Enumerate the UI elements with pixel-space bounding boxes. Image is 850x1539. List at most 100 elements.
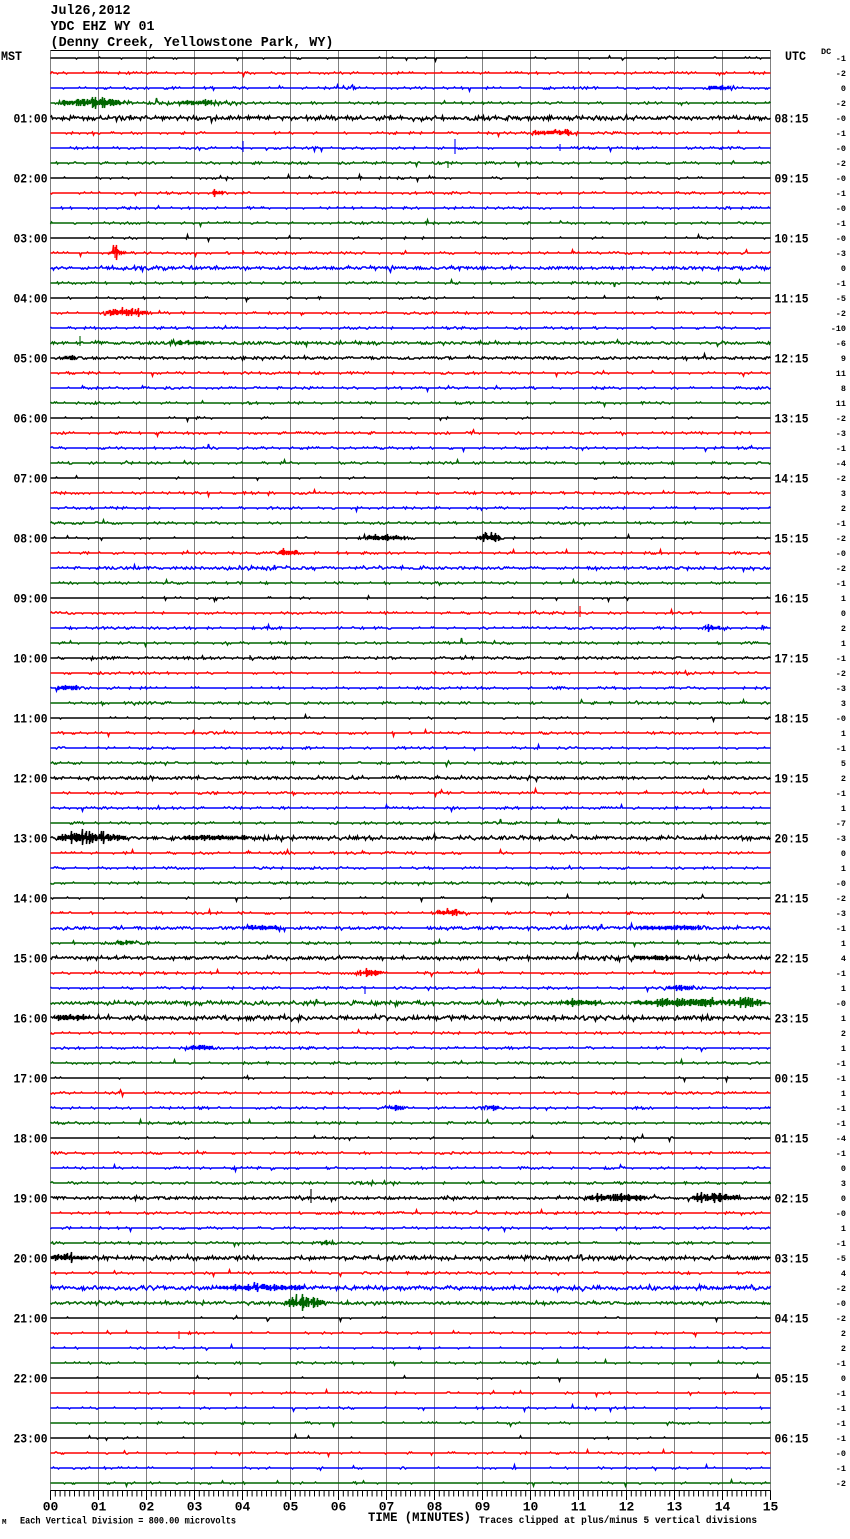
svg-text:1: 1 [841, 729, 846, 739]
svg-text:06:15: 06:15 [775, 1433, 809, 1447]
svg-text:23:15: 23:15 [775, 1013, 809, 1027]
svg-text:1: 1 [841, 594, 846, 604]
svg-text:13:15: 13:15 [775, 413, 809, 427]
svg-text:13: 13 [667, 1500, 683, 1515]
svg-text:1: 1 [841, 1089, 846, 1099]
svg-text:-1: -1 [836, 519, 846, 529]
svg-text:4: 4 [841, 954, 846, 964]
svg-text:15: 15 [763, 1500, 779, 1515]
svg-text:-1: -1 [836, 1104, 846, 1114]
svg-text:-3: -3 [836, 834, 846, 844]
svg-text:-6: -6 [836, 339, 846, 349]
svg-text:MST: MST [1, 50, 22, 64]
svg-text:06: 06 [331, 1500, 347, 1515]
svg-text:-0: -0 [836, 879, 846, 889]
svg-text:04: 04 [235, 1500, 251, 1515]
svg-text:2: 2 [841, 1029, 846, 1039]
svg-text:02:00: 02:00 [14, 173, 48, 187]
svg-text:04:15: 04:15 [775, 1313, 809, 1327]
svg-text:2: 2 [841, 1329, 846, 1339]
svg-text:1: 1 [841, 1224, 846, 1234]
svg-text:1: 1 [841, 1014, 846, 1024]
svg-text:12:15: 12:15 [775, 353, 809, 367]
svg-text:15:00: 15:00 [14, 953, 48, 967]
svg-text:-2: -2 [836, 1479, 846, 1489]
svg-text:-0: -0 [836, 999, 846, 1009]
svg-text:-1: -1 [836, 969, 846, 979]
svg-text:-2: -2 [836, 894, 846, 904]
svg-text:11:15: 11:15 [775, 293, 809, 307]
svg-text:18:15: 18:15 [775, 713, 809, 727]
svg-text:04:00: 04:00 [14, 293, 48, 307]
svg-text:17:00: 17:00 [14, 1073, 48, 1087]
svg-text:16:15: 16:15 [775, 593, 809, 607]
svg-text:13:00: 13:00 [14, 833, 48, 847]
svg-text:-1: -1 [836, 1419, 846, 1429]
svg-text:-1: -1 [836, 219, 846, 229]
svg-text:-0: -0 [836, 549, 846, 559]
svg-text:-1: -1 [836, 654, 846, 664]
svg-text:-0: -0 [836, 204, 846, 214]
svg-text:-4: -4 [836, 459, 846, 469]
svg-text:10:00: 10:00 [14, 653, 48, 667]
svg-text:0: 0 [841, 264, 846, 274]
svg-text:20:15: 20:15 [775, 833, 809, 847]
svg-text:14:00: 14:00 [14, 893, 48, 907]
svg-text:01:00: 01:00 [14, 113, 48, 127]
svg-text:-2: -2 [836, 1314, 846, 1324]
svg-text:-2: -2 [836, 414, 846, 424]
svg-text:(Denny Creek, Yellowstone Park: (Denny Creek, Yellowstone Park, WY) [51, 36, 334, 51]
svg-text:00: 00 [43, 1500, 59, 1515]
svg-text:11:00: 11:00 [14, 713, 48, 727]
svg-text:-1: -1 [836, 54, 846, 64]
svg-text:16:00: 16:00 [14, 1013, 48, 1027]
svg-text:05:00: 05:00 [14, 353, 48, 367]
svg-text:09:15: 09:15 [775, 173, 809, 187]
svg-text:-0: -0 [836, 1449, 846, 1459]
svg-text:-10: -10 [831, 324, 846, 334]
svg-text:22:15: 22:15 [775, 953, 809, 967]
svg-text:-1: -1 [836, 1404, 846, 1414]
svg-text:0: 0 [841, 1194, 846, 1204]
svg-text:1: 1 [841, 939, 846, 949]
svg-text:-4: -4 [836, 1134, 846, 1144]
svg-text:3: 3 [841, 1179, 846, 1189]
svg-text:TIME (MINUTES): TIME (MINUTES) [368, 1510, 471, 1525]
svg-text:12: 12 [619, 1500, 635, 1515]
svg-text:-1: -1 [836, 279, 846, 289]
svg-text:03: 03 [187, 1500, 203, 1515]
svg-text:2: 2 [841, 774, 846, 784]
svg-text:14:15: 14:15 [775, 473, 809, 487]
svg-text:-2: -2 [836, 534, 846, 544]
svg-text:Traces clipped at plus/minus 5: Traces clipped at plus/minus 5 vertical … [479, 1515, 757, 1527]
svg-text:15:15: 15:15 [775, 533, 809, 547]
svg-text:10: 10 [523, 1500, 539, 1515]
svg-text:1: 1 [841, 804, 846, 814]
svg-text:-1: -1 [836, 1119, 846, 1129]
svg-text:1: 1 [841, 1044, 846, 1054]
svg-text:-2: -2 [836, 669, 846, 679]
svg-text:-5: -5 [836, 1254, 846, 1264]
svg-text:21:00: 21:00 [14, 1313, 48, 1327]
svg-text:-2: -2 [836, 1284, 846, 1294]
svg-text:21:15: 21:15 [775, 893, 809, 907]
svg-text:09: 09 [475, 1500, 491, 1515]
svg-text:YDC EHZ WY 01: YDC EHZ WY 01 [51, 20, 155, 35]
svg-text:-1: -1 [836, 1074, 846, 1084]
svg-text:-0: -0 [836, 144, 846, 154]
svg-text:11: 11 [571, 1500, 587, 1515]
svg-text:-2: -2 [836, 309, 846, 319]
svg-text:-3: -3 [836, 429, 846, 439]
svg-text:07:00: 07:00 [14, 473, 48, 487]
svg-text:-1: -1 [836, 924, 846, 934]
svg-text:01:15: 01:15 [775, 1133, 809, 1147]
svg-text:09:00: 09:00 [14, 593, 48, 607]
svg-text:1: 1 [841, 984, 846, 994]
svg-text:-1: -1 [836, 1059, 846, 1069]
svg-text:-2: -2 [836, 69, 846, 79]
svg-text:2: 2 [841, 504, 846, 514]
svg-text:00:15: 00:15 [775, 1073, 809, 1087]
svg-text:06:00: 06:00 [14, 413, 48, 427]
svg-text:1: 1 [841, 639, 846, 649]
svg-text:10:15: 10:15 [775, 233, 809, 247]
